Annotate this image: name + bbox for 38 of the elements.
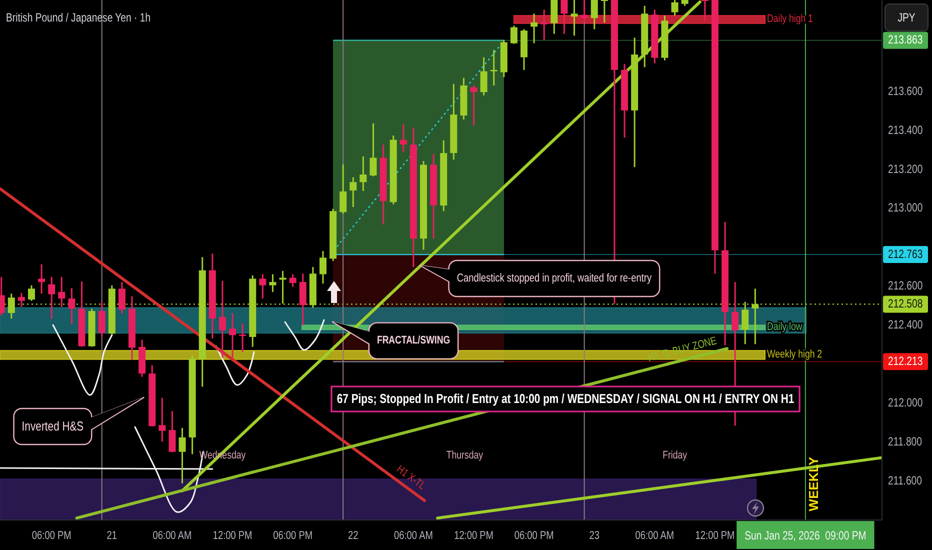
annotation: FRACTAL/SWING: [376, 334, 450, 347]
y-tick-label: 211.800: [888, 435, 922, 449]
y-tick-label: 212.600: [888, 280, 923, 293]
band-label: Daily low: [767, 321, 803, 334]
x-tick-label: 12:00 PM: [454, 530, 494, 542]
band-label: Daily high 1: [767, 13, 814, 26]
y-tick-label: 213.400: [888, 124, 923, 138]
annotation: Friday: [662, 449, 688, 462]
annotation: Thursday: [446, 449, 484, 462]
ref-line-label: WEEKLY: [806, 456, 821, 512]
x-tick-label: 12:00 PM: [212, 530, 252, 542]
ref-line-label: 212.213: [888, 355, 923, 368]
x-tick-label: 06:00 AM: [394, 530, 433, 542]
ref-line-label: 212.763: [888, 248, 923, 262]
x-tick-label: 22: [348, 530, 358, 542]
x-tick-label: 06:00 PM: [514, 530, 554, 542]
ref-line-label: 213.863: [888, 34, 923, 47]
x-tick-label: 06:00 PM: [273, 530, 313, 542]
x-tick-label: 21: [106, 530, 118, 542]
x-tick-label: 23: [589, 530, 600, 542]
annotation: Candlestick stopped in profit, waited for re-entry: [456, 272, 652, 285]
text: H1 TL BUY ZONE: [646, 335, 718, 365]
text: Sun Jan 25, 2026 09:00 PM: [744, 529, 866, 543]
y-tick-label: 212.400: [888, 318, 923, 332]
ref-line-label: 212.508: [888, 298, 923, 311]
x-tick-label: 06:00 PM: [32, 530, 72, 542]
y-tick-label: 213.000: [888, 202, 923, 216]
currency-button: JPY: [884, 4, 928, 32]
x-tick-label: 12:00 PM: [695, 530, 735, 542]
y-tick-label: 212.000: [888, 396, 923, 410]
x-tick-label: 06:00 AM: [635, 530, 674, 542]
annotation: Inverted H&S: [22, 419, 84, 434]
y-tick-label: 213.200: [888, 162, 923, 176]
x-tick-label: 06:00 AM: [152, 530, 192, 542]
y-tick-label: 211.600: [888, 474, 922, 488]
y-tick-label: 213.600: [888, 84, 923, 98]
annotation: 67 Pips; Stopped In Profit / Entry at 10:00 pm / WEDNESDAY / SIGNAL ON H1 / ENTRY ON H1: [336, 392, 795, 406]
text: H1 X-TL: [394, 463, 428, 493]
